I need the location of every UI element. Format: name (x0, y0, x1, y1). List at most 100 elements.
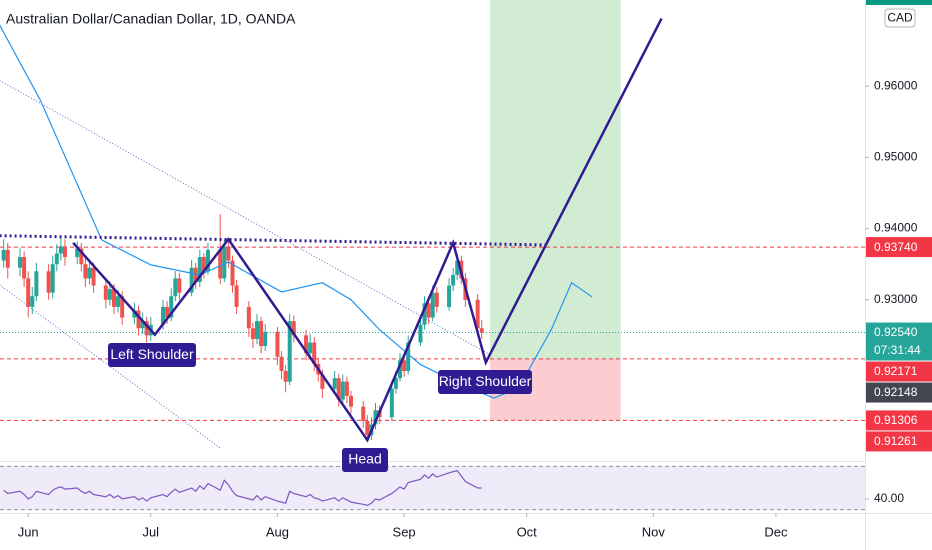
pattern-label: Head (348, 451, 381, 467)
label-box (342, 448, 388, 472)
candle-body (406, 342, 411, 371)
rsi-line (3, 469, 482, 507)
moving-average (0, 24, 593, 399)
candle-body (193, 267, 198, 282)
price-label-box (866, 431, 932, 452)
pattern-label: Left Shoulder (110, 346, 194, 362)
candle-body (62, 246, 67, 258)
neckline (0, 234, 548, 247)
candle-body (83, 264, 88, 279)
candle-body (1, 249, 6, 261)
candle-body (263, 331, 268, 347)
candle-body (34, 271, 39, 297)
candle-body (234, 285, 239, 307)
candle-body (91, 267, 96, 286)
x-tick-label: Oct (517, 524, 538, 539)
candle-body (332, 378, 337, 389)
price-label: 0.97280 (874, 0, 918, 2)
candle-body (287, 321, 292, 382)
y-tick-label: 0.93000 (874, 292, 918, 306)
candle-body (348, 395, 353, 407)
candle-body (144, 321, 149, 336)
price-labels: 0.97280 0.93740 0.92540 07:31:44 0.92171 0.92… (866, 0, 932, 452)
price-label-box (866, 237, 932, 258)
candle-body (393, 378, 398, 389)
price-pane (0, 0, 865, 449)
candle-body (140, 321, 145, 329)
candle-body (291, 321, 296, 336)
candle-body (320, 374, 325, 389)
price-label-box (866, 361, 932, 382)
candle-body (177, 278, 182, 293)
candle-body (373, 410, 378, 425)
price-label-box (866, 410, 932, 431)
price-label: 0.92171 (874, 364, 918, 378)
label-box (438, 370, 532, 394)
candle-body (205, 249, 210, 272)
price-label: 0.91261 (874, 434, 918, 448)
candle-body (116, 296, 121, 307)
pattern-label: Right Shoulder (439, 373, 532, 389)
x-tick-label: Dec (764, 524, 788, 539)
candle-body (107, 289, 112, 300)
candle-body (246, 306, 251, 329)
candle-body (418, 324, 423, 343)
candle-body (304, 335, 309, 354)
channel-line (0, 80, 491, 356)
candle-body (250, 328, 255, 339)
candle-body (398, 360, 403, 379)
axes: 0.93000 0.94000 0.95000 0.96000 Jun Jul Aug Sep… (18, 78, 918, 539)
y-tick-label: 0.94000 (874, 221, 918, 235)
rsi-band (0, 466, 865, 510)
candle-body (30, 296, 35, 307)
candle-body (222, 246, 227, 279)
x-tick-label: Sep (393, 524, 416, 539)
candle-body (479, 328, 484, 333)
currency-box[interactable] (884, 8, 916, 28)
candle-body (197, 257, 202, 282)
candle-body (308, 342, 313, 354)
candle-body (255, 321, 260, 339)
price-label: 0.91306 (874, 413, 918, 427)
candle-body (161, 306, 166, 325)
candle-body (361, 406, 366, 421)
candle-body (430, 292, 435, 318)
countdown: 07:31:44 (874, 343, 921, 357)
candle-body (79, 248, 84, 265)
candle-body (226, 246, 231, 261)
candle-body (275, 331, 280, 357)
candle-body (283, 370, 288, 382)
candle-body (340, 381, 345, 400)
x-tick-label: Aug (266, 524, 289, 539)
candle-body (22, 257, 27, 279)
candle-body (54, 253, 59, 265)
candle-body (259, 321, 264, 347)
zone (489, 0, 621, 359)
price-label: 0.92540 (874, 325, 918, 339)
candle-body (5, 249, 10, 268)
candle-body (279, 356, 284, 371)
price-label-box (866, 0, 932, 6)
candle-body (50, 264, 55, 293)
price-label: 0.92148 (874, 385, 918, 399)
candle-body (312, 342, 317, 364)
candle-body (455, 260, 460, 275)
candle-body (120, 296, 125, 318)
y-tick-label: 0.96000 (874, 78, 918, 92)
pattern-line (72, 17, 663, 443)
pattern-labels: Left Shoulder Head Right Shoulder (108, 343, 532, 472)
candle-body (58, 246, 63, 254)
candle-body (46, 271, 51, 293)
candle-body (136, 310, 141, 329)
candle-body (336, 378, 341, 400)
candle-body (451, 274, 456, 286)
candle-body (201, 257, 206, 272)
candle-body (344, 381, 349, 396)
candle-body (434, 292, 439, 307)
chart-title: Australian Dollar/Canadian Dollar, 1D, O… (6, 11, 296, 27)
candle-body (230, 260, 235, 286)
label-box (108, 343, 196, 367)
candle-body (103, 285, 108, 300)
